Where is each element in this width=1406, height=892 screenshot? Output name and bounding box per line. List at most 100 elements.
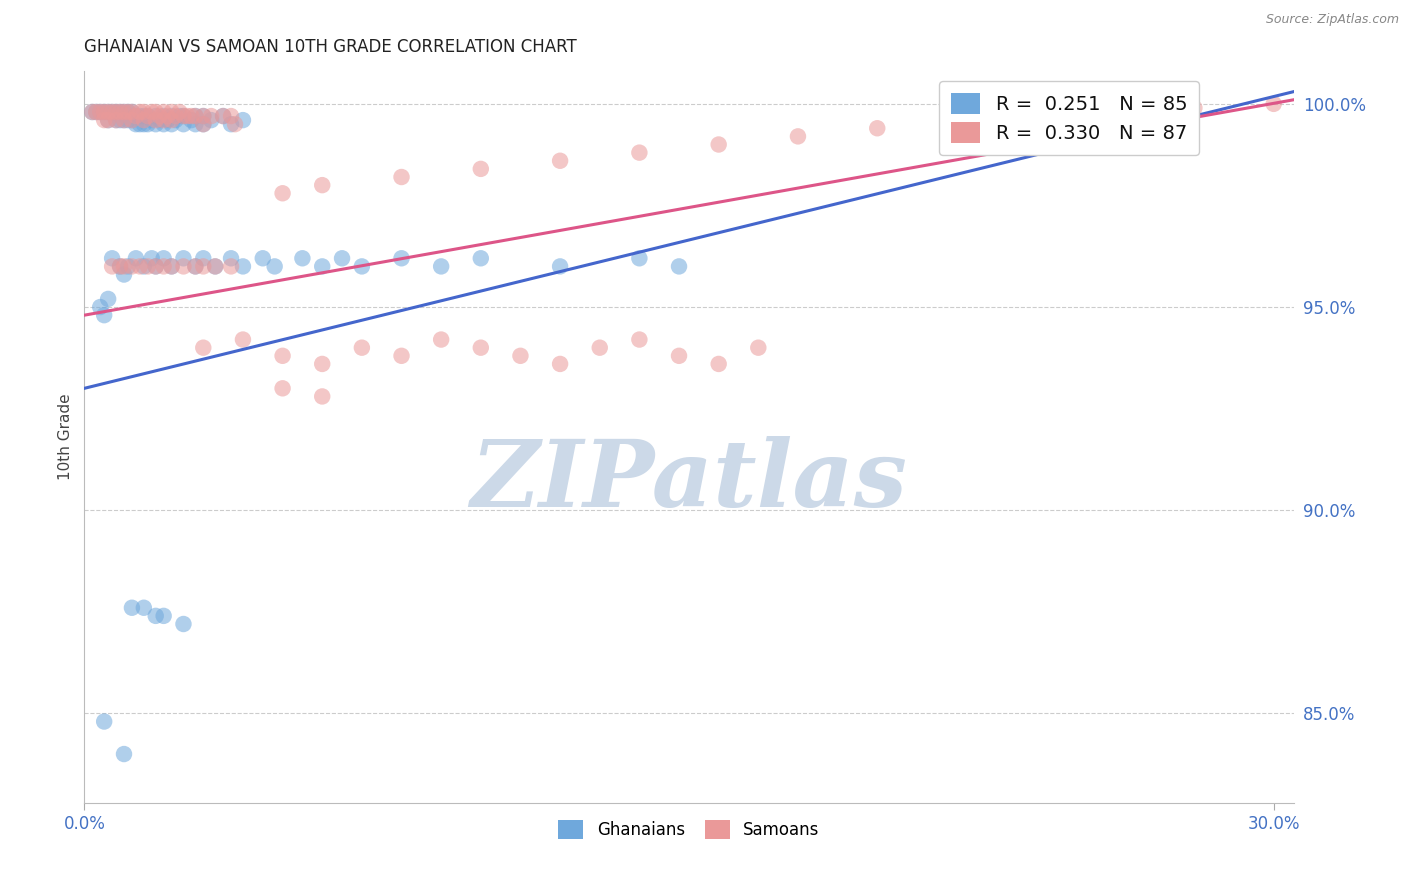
Point bbox=[89, 105, 111, 120]
Point bbox=[82, 105, 104, 120]
Point bbox=[121, 113, 143, 128]
Point bbox=[204, 260, 226, 274]
Point bbox=[141, 113, 163, 128]
Point bbox=[172, 252, 194, 266]
Point bbox=[747, 341, 769, 355]
Point bbox=[108, 260, 131, 274]
Point bbox=[132, 109, 155, 123]
Point bbox=[117, 105, 139, 120]
Point bbox=[193, 260, 215, 274]
Point bbox=[112, 105, 135, 120]
Point bbox=[271, 381, 294, 395]
Point bbox=[112, 113, 135, 128]
Point bbox=[101, 105, 124, 120]
Point bbox=[145, 260, 167, 274]
Point bbox=[160, 109, 183, 123]
Text: GHANAIAN VS SAMOAN 10TH GRADE CORRELATION CHART: GHANAIAN VS SAMOAN 10TH GRADE CORRELATIO… bbox=[84, 38, 576, 56]
Point bbox=[193, 109, 215, 123]
Point bbox=[117, 105, 139, 120]
Point bbox=[165, 109, 187, 123]
Point bbox=[105, 105, 128, 120]
Point bbox=[391, 349, 413, 363]
Point bbox=[108, 105, 131, 120]
Point bbox=[105, 105, 128, 120]
Point bbox=[125, 252, 148, 266]
Point bbox=[108, 113, 131, 128]
Point bbox=[108, 105, 131, 120]
Point bbox=[132, 113, 155, 128]
Point bbox=[212, 109, 235, 123]
Point bbox=[141, 252, 163, 266]
Point bbox=[156, 109, 179, 123]
Point bbox=[97, 105, 120, 120]
Point bbox=[628, 145, 651, 160]
Point bbox=[219, 117, 242, 131]
Point bbox=[165, 113, 187, 128]
Point bbox=[160, 105, 183, 120]
Point bbox=[132, 600, 155, 615]
Point bbox=[112, 105, 135, 120]
Point bbox=[945, 113, 967, 128]
Point bbox=[204, 260, 226, 274]
Point bbox=[112, 268, 135, 282]
Point bbox=[172, 260, 194, 274]
Point bbox=[145, 105, 167, 120]
Point bbox=[89, 105, 111, 120]
Point bbox=[548, 153, 571, 168]
Point bbox=[193, 109, 215, 123]
Point bbox=[145, 113, 167, 128]
Point bbox=[470, 341, 492, 355]
Point bbox=[311, 178, 333, 193]
Point bbox=[391, 252, 413, 266]
Point bbox=[101, 260, 124, 274]
Point bbox=[125, 117, 148, 131]
Point bbox=[117, 260, 139, 274]
Point bbox=[97, 105, 120, 120]
Point bbox=[180, 113, 202, 128]
Point bbox=[93, 714, 115, 729]
Point bbox=[93, 113, 115, 128]
Point bbox=[136, 109, 159, 123]
Point bbox=[89, 300, 111, 314]
Y-axis label: 10th Grade: 10th Grade bbox=[58, 393, 73, 481]
Point bbox=[141, 105, 163, 120]
Point bbox=[125, 109, 148, 123]
Point bbox=[125, 109, 148, 123]
Point bbox=[93, 105, 115, 120]
Point bbox=[128, 105, 150, 120]
Text: Source: ZipAtlas.com: Source: ZipAtlas.com bbox=[1265, 13, 1399, 27]
Point bbox=[219, 109, 242, 123]
Point bbox=[1104, 105, 1126, 120]
Point bbox=[84, 105, 107, 120]
Point bbox=[1025, 109, 1047, 123]
Point bbox=[219, 260, 242, 274]
Point bbox=[145, 117, 167, 131]
Point bbox=[160, 113, 183, 128]
Point bbox=[97, 113, 120, 128]
Point bbox=[184, 109, 207, 123]
Point bbox=[169, 109, 191, 123]
Point bbox=[430, 333, 453, 347]
Point bbox=[112, 260, 135, 274]
Point bbox=[128, 109, 150, 123]
Point bbox=[391, 169, 413, 184]
Point bbox=[200, 109, 222, 123]
Point bbox=[97, 292, 120, 306]
Point bbox=[263, 260, 285, 274]
Point bbox=[145, 260, 167, 274]
Point bbox=[160, 260, 183, 274]
Point bbox=[311, 260, 333, 274]
Point bbox=[136, 117, 159, 131]
Point bbox=[93, 105, 115, 120]
Point bbox=[271, 186, 294, 201]
Point bbox=[193, 341, 215, 355]
Point bbox=[169, 105, 191, 120]
Point bbox=[152, 117, 174, 131]
Point bbox=[184, 260, 207, 274]
Point bbox=[180, 109, 202, 123]
Point bbox=[152, 105, 174, 120]
Point bbox=[152, 109, 174, 123]
Point bbox=[1184, 101, 1206, 115]
Point bbox=[172, 117, 194, 131]
Point bbox=[101, 252, 124, 266]
